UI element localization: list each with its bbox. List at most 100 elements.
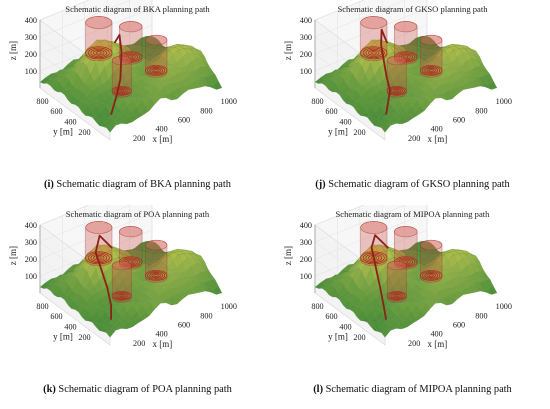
- planned-path: [94, 234, 113, 320]
- threat-contour: [390, 87, 403, 94]
- z-tick-label: 300: [300, 33, 312, 42]
- terrain-cell: [412, 279, 423, 284]
- x-tick-label: 600: [453, 115, 465, 124]
- threat-contour: [147, 271, 166, 280]
- y-tick-label: 200: [78, 333, 90, 342]
- threat-contour: [111, 86, 132, 96]
- threat-contour: [123, 53, 138, 61]
- terrain-cell: [487, 80, 498, 90]
- x-tick-label: 200: [133, 134, 145, 143]
- z-tick-label: 300: [25, 33, 37, 42]
- threat-top: [119, 21, 143, 33]
- chart-title: Schematic diagram of POA planning path: [65, 209, 210, 219]
- threat-contour: [117, 293, 126, 298]
- z-tick-label: 100: [300, 67, 312, 76]
- threat-top: [394, 21, 418, 33]
- threat-top: [85, 221, 113, 234]
- terrain-surface: [314, 240, 498, 338]
- x-tick-label: 800: [200, 106, 212, 115]
- threat-top: [360, 221, 388, 234]
- threat-contour: [398, 258, 413, 266]
- caption: (l) Schematic diagram of MIPOA planning …: [275, 384, 550, 395]
- threat-top: [386, 55, 407, 66]
- threat-contour: [149, 67, 164, 74]
- threat-contour: [119, 294, 125, 298]
- z-tick-label: 100: [25, 67, 37, 76]
- threat-contour: [113, 291, 130, 300]
- z-tick-label: 400: [25, 221, 37, 230]
- terrain-cell: [212, 80, 223, 90]
- threat-contour: [151, 273, 161, 278]
- threat-contour: [396, 257, 416, 267]
- threat-contour: [145, 65, 168, 76]
- z-axis-label: z [m]: [8, 246, 18, 265]
- threat-contour: [121, 257, 141, 267]
- y-tick-label: 800: [311, 97, 323, 106]
- threat-contour: [370, 51, 377, 55]
- y-tick-label: 600: [325, 107, 337, 116]
- threat-contour: [90, 48, 108, 57]
- z-tick-label: 400: [300, 221, 312, 230]
- threat-zones: [360, 16, 443, 98]
- threat-contour: [87, 47, 110, 59]
- threat-top: [111, 260, 132, 271]
- planned-path: [380, 28, 391, 115]
- x-tick-label: 1000: [221, 97, 237, 106]
- y-axis-label: y [m]: [53, 127, 73, 137]
- threat-contour: [115, 292, 128, 299]
- threat-contour: [390, 292, 403, 299]
- y-tick-label: 600: [50, 107, 62, 116]
- threat-contour: [360, 46, 388, 60]
- z-tick-label: 200: [25, 255, 37, 264]
- panel-j: 100 200 300 400 z [m] 200 400 600 800 y [m] 200 400…: [275, 0, 550, 204]
- x-tick-label: 200: [408, 339, 420, 348]
- threat-top: [119, 226, 143, 238]
- caption-letter: (k): [43, 384, 56, 395]
- terrain-cell: [212, 285, 223, 295]
- terrain-cell: [424, 242, 435, 252]
- x-axis-label: x [m]: [427, 339, 447, 349]
- z-tick-label: 300: [300, 238, 312, 247]
- threat-contour: [426, 68, 436, 73]
- x-tick-label: 600: [178, 320, 190, 329]
- x-axis-label: x [m]: [152, 339, 172, 349]
- z-axis-label: z [m]: [283, 246, 293, 265]
- panel-l: 100 200 300 400 z [m] 200 400 600 800 y [m] 200 400…: [275, 205, 550, 409]
- chart-title: Schematic diagram of BKA planning path: [65, 4, 210, 14]
- threat-contour: [422, 271, 441, 280]
- x-tick-label: 1000: [221, 302, 237, 311]
- threat-contour: [388, 291, 405, 300]
- threat-contour: [123, 258, 138, 266]
- x-tick-label: 400: [155, 125, 167, 134]
- threat-contour: [93, 50, 105, 56]
- threat-top: [360, 16, 388, 29]
- threat-top: [145, 34, 168, 46]
- y-tick-label: 200: [353, 128, 365, 137]
- threat-contour: [85, 46, 113, 60]
- x-tick-label: 200: [408, 134, 420, 143]
- threat-contour: [394, 294, 400, 298]
- threat-contour: [392, 88, 401, 93]
- terrain-cell: [146, 35, 156, 41]
- caption: (i) Schematic diagram of BKA planning pa…: [0, 179, 275, 190]
- threat-zones: [85, 221, 168, 303]
- x-axis-label: x [m]: [152, 134, 172, 144]
- caption-text: Schematic diagram of MIPOA planning path: [323, 384, 512, 395]
- threat-zones: [360, 221, 443, 303]
- x-tick-label: 800: [200, 311, 212, 320]
- x-axis-label: x [m]: [427, 134, 447, 144]
- y-tick-label: 800: [311, 302, 323, 311]
- x-tick-label: 600: [178, 115, 190, 124]
- y-axis-label: y [m]: [53, 332, 73, 342]
- y-axis-label: y [m]: [328, 332, 348, 342]
- z-tick-label: 200: [25, 50, 37, 59]
- x-tick-label: 400: [430, 330, 442, 339]
- y-tick-label: 600: [50, 312, 62, 321]
